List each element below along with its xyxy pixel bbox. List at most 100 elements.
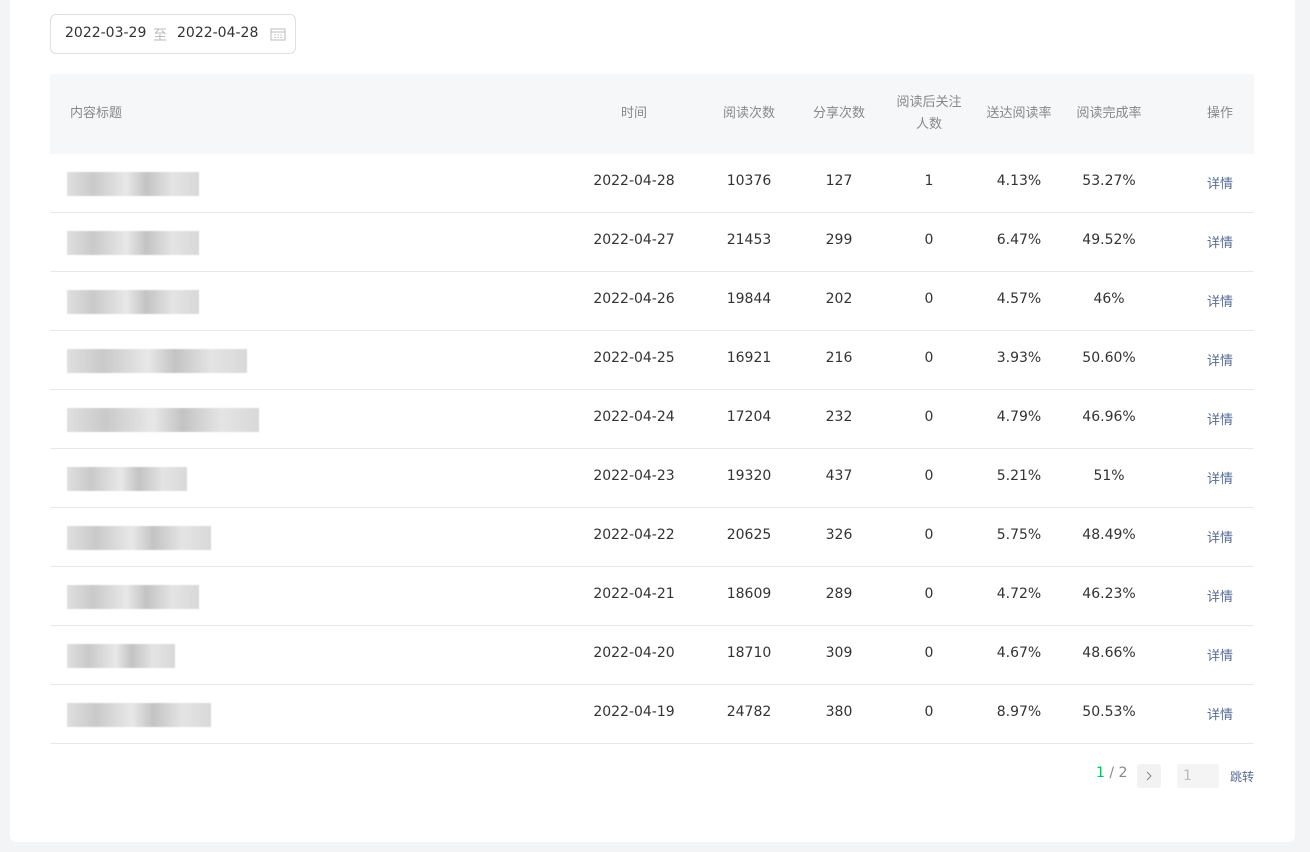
table-cell: 4.79% [996, 409, 1042, 425]
table-cell: 5.75% [996, 527, 1042, 543]
table-row: 2022-04-25 16921 216 0 3.93% 50.60% 详情 [50, 331, 1254, 390]
table-cell: 2022-04-27 [593, 232, 675, 248]
table-cell: 0 [924, 350, 934, 366]
table-cell: 202 [825, 291, 853, 307]
detail-link[interactable]: 详情 [1206, 649, 1234, 664]
table-cell: 216 [825, 350, 853, 366]
pixelated-title [67, 585, 199, 609]
detail-link[interactable]: 详情 [1206, 295, 1234, 310]
table-cell: 0 [924, 409, 934, 425]
table-cell: 2022-04-26 [593, 291, 675, 307]
pixelated-title [67, 290, 199, 314]
pixelated-title [67, 703, 211, 727]
column-header: 阅读完成率 [1076, 106, 1142, 121]
table-cell: 18609 [726, 586, 772, 602]
table-row: 2022-04-28 10376 127 1 4.13% 53.27% 详情 [50, 154, 1254, 213]
column-header: 内容标题 [70, 106, 123, 121]
table-cell: 46% [1093, 291, 1125, 307]
table-cell: 20625 [726, 527, 772, 543]
table-cell: 289 [825, 586, 853, 602]
table-cell: 50.60% [1082, 350, 1136, 366]
current-page: 1 [1096, 765, 1105, 781]
table-cell: 2022-04-23 [593, 468, 675, 484]
table-cell: 50.53% [1082, 704, 1136, 720]
detail-link[interactable]: 详情 [1206, 708, 1234, 723]
column-header: 阅读次数 [722, 106, 775, 121]
table-cell: 1 [924, 173, 934, 189]
table-cell: 0 [924, 232, 934, 248]
table-cell: 4.57% [996, 291, 1042, 307]
table-cell: 6.47% [996, 232, 1042, 248]
card: 2022-03-29 至 2022-04-28 内容标题 时间 阅读次数 分享次数 阅读… [10, 0, 1295, 842]
table-cell: 0 [924, 291, 934, 307]
table-cell: 3.93% [996, 350, 1042, 366]
pixelated-title [67, 526, 211, 550]
table-row: 2022-04-20 18710 309 0 4.67% 48.66% 详情 [50, 626, 1254, 685]
table-cell: 309 [825, 645, 853, 661]
table-cell: 0 [924, 645, 934, 661]
table-cell: 53.27% [1082, 173, 1136, 189]
table-cell: 0 [924, 468, 934, 484]
table-cell: 2022-04-20 [593, 645, 675, 661]
detail-link[interactable]: 详情 [1206, 413, 1234, 428]
table-cell: 0 [924, 527, 934, 543]
page-divider: / [1109, 765, 1115, 781]
total-pages: 2 [1118, 765, 1128, 781]
table-row: 2022-04-26 19844 202 0 4.57% 46% 详情 [50, 272, 1254, 331]
table-row: 2022-04-24 17204 232 0 4.79% 46.96% 详情 [50, 390, 1254, 449]
detail-link[interactable]: 详情 [1206, 590, 1234, 605]
detail-link[interactable]: 详情 [1206, 236, 1234, 251]
pixelated-title [67, 231, 199, 255]
table-cell: 48.66% [1082, 645, 1136, 661]
table-cell: 49.52% [1082, 232, 1136, 248]
table-cell: 380 [825, 704, 853, 720]
table-cell: 51% [1093, 468, 1125, 484]
table-cell: 24782 [726, 704, 772, 720]
table-cell: 0 [924, 586, 934, 602]
date-picker[interactable]: 2022-03-29 至 2022-04-28 [50, 14, 296, 54]
column-header: 送达阅读率 [986, 106, 1052, 121]
table-cell: 2022-04-21 [593, 586, 675, 602]
table-cell: 18710 [726, 645, 772, 661]
table-header: 内容标题 时间 阅读次数 分享次数 阅读后关注人数 送达阅读率 阅读完成率 操作 [50, 74, 1254, 154]
table-cell: 232 [825, 409, 853, 425]
pixelated-title [67, 408, 259, 432]
table-row: 2022-04-22 20625 326 0 5.75% 48.49% 详情 [50, 508, 1254, 567]
pixelated-title [67, 349, 247, 373]
column-header: 时间 [620, 106, 647, 121]
table-cell: 2022-04-19 [593, 704, 675, 720]
table-cell: 2022-04-22 [593, 527, 675, 543]
table-row: 2022-04-23 19320 437 0 5.21% 51% 详情 [50, 449, 1254, 508]
table-cell: 21453 [726, 232, 772, 248]
jump-button[interactable]: 跳转 [1230, 770, 1255, 784]
table-cell: 437 [825, 468, 853, 484]
detail-link[interactable]: 详情 [1206, 531, 1234, 546]
table-cell: 10376 [726, 173, 772, 189]
table-cell: 19844 [726, 291, 772, 307]
table-cell: 4.13% [996, 173, 1042, 189]
detail-link[interactable]: 详情 [1206, 472, 1234, 487]
table-cell: 4.72% [996, 586, 1042, 602]
table-cell: 19320 [726, 468, 772, 484]
table-cell: 5.21% [996, 468, 1042, 484]
table-cell: 17204 [726, 409, 772, 425]
table-cell: 326 [825, 527, 853, 543]
end-date[interactable]: 2022-04-28 [177, 25, 259, 41]
detail-link[interactable]: 详情 [1206, 177, 1234, 192]
table-cell: 8.97% [996, 704, 1042, 720]
detail-link[interactable]: 详情 [1206, 354, 1234, 369]
table-cell: 2022-04-24 [593, 409, 675, 425]
column-header: 分享次数 [812, 106, 865, 121]
pixelated-title [67, 172, 199, 196]
column-header: 操作 [1206, 106, 1233, 121]
table-cell: 16921 [726, 350, 772, 366]
table-cell: 46.23% [1082, 586, 1136, 602]
table-cell: 0 [924, 704, 934, 720]
start-date[interactable]: 2022-03-29 [65, 25, 147, 41]
column-header: 阅读后关注人数 [896, 95, 962, 132]
table-row: 2022-04-19 24782 380 0 8.97% 50.53% 详情 [50, 685, 1254, 744]
page-input[interactable]: 1 [1177, 764, 1219, 788]
table-cell: 299 [825, 232, 853, 248]
next-page-button[interactable] [1137, 764, 1161, 788]
